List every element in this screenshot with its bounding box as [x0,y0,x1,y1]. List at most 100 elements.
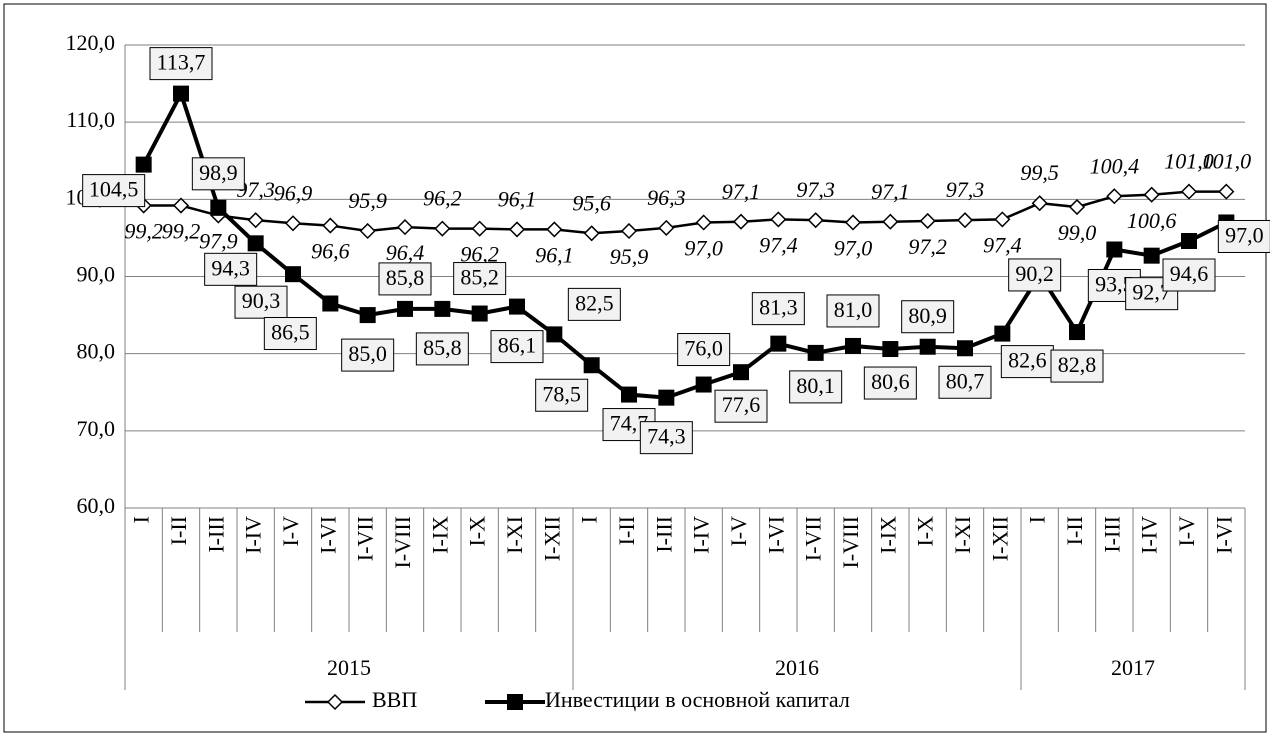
data-label-box [789,370,843,404]
data-label: 97,0 [684,236,723,261]
data-label-box [1087,268,1141,302]
marker [173,85,189,102]
y-tick-label: 70,0 [77,416,116,441]
x-tick-label: I-V [278,516,303,547]
data-label-box [938,365,992,399]
data-label-box [1050,349,1104,383]
marker [1068,198,1086,216]
data-label: 85,2 [460,265,499,290]
marker [658,389,675,406]
data-label: 80,7 [946,368,985,393]
x-tick-label: I-VI [763,516,788,554]
data-label: 77,6 [722,392,761,417]
data-label: 96,1 [535,242,574,267]
x-tick-label: I-IX [875,516,900,554]
x-tick-label: I-X [913,516,938,547]
marker [1181,233,1197,250]
data-label: 96,3 [647,185,686,210]
marker [919,212,936,230]
x-tick-label: I-III [203,516,228,553]
data-label: 82,5 [575,290,614,315]
marker [508,221,526,238]
data-label: 94,3 [211,255,250,280]
x-tick-label: I-II [614,516,639,545]
marker [732,213,750,230]
x-tick-label: I-VI [315,516,340,554]
data-label-box [901,300,955,334]
marker [434,220,451,237]
data-label-box [341,338,395,372]
data-label: 85,8 [423,335,462,360]
marker [695,214,712,231]
data-label-box [453,262,507,296]
marker [807,212,824,229]
marker [247,212,264,229]
data-label-box [490,330,544,364]
data-label: 97,2 [908,234,947,259]
data-label: 86,1 [498,333,537,358]
data-label-box [677,333,731,367]
x-tick-label: I-XI [502,516,527,554]
data-label: 113,7 [157,50,206,75]
data-label-box [415,332,469,366]
data-label: 76,0 [684,336,723,361]
x-tick-label: I-V [1174,516,1199,547]
marker [1180,183,1198,200]
marker [285,266,301,283]
data-label: 86,5 [271,320,310,345]
y-tick-label: 80,0 [77,339,116,364]
data-label: 97,0 [1225,223,1264,248]
data-label: 81,0 [834,297,873,322]
marker [396,219,414,236]
data-label: 96,1 [498,186,537,211]
x-tick-label: I-IX [427,516,452,554]
data-label: 80,9 [908,303,947,328]
data-label: 99,5 [1020,160,1059,185]
x-tick-label: I-VI [1211,516,1236,554]
legend-marker [507,694,523,710]
data-label: 97,4 [759,232,798,257]
marker [695,376,712,393]
marker [1218,183,1235,200]
x-tick-label: I-IV [1137,516,1162,554]
data-label: 99,2 [124,219,163,244]
data-label: 95,9 [610,244,649,269]
marker [471,305,488,322]
marker [434,300,451,317]
marker [471,220,488,237]
marker [1069,324,1085,341]
data-label: 81,3 [759,295,798,320]
data-label: 100,6 [1127,208,1177,233]
data-label-box [1000,345,1054,379]
data-label-box [639,421,693,455]
marker [919,338,936,355]
x-tick-label: I-II [1062,516,1087,545]
marker [359,307,376,324]
group-label: 2016 [775,655,819,680]
data-label-box [191,157,245,191]
data-label: 96,9 [274,180,313,205]
data-label: 97,3 [796,177,835,202]
marker [770,211,787,228]
legend-label: Инвестиции в основной капитал [545,687,850,712]
marker [620,222,638,240]
x-tick-label: I [129,516,154,523]
x-tick-label: I-X [465,516,490,547]
marker [135,156,152,173]
group-label: 2017 [1111,655,1155,680]
data-label: 97,0 [834,236,873,261]
data-label: 97,3 [946,177,985,202]
marker [882,213,899,230]
data-label: 85,8 [386,265,425,290]
marker [210,199,227,216]
y-tick-label: 110,0 [66,107,115,132]
data-label-box [1217,219,1270,253]
marker [284,215,302,232]
data-label-box [714,389,768,423]
x-tick-label: I-IV [689,516,714,554]
y-tick-label: 60,0 [77,493,116,518]
marker [733,364,749,381]
marker [957,340,973,357]
data-label-box [863,366,917,400]
data-label: 97,9 [199,229,238,254]
